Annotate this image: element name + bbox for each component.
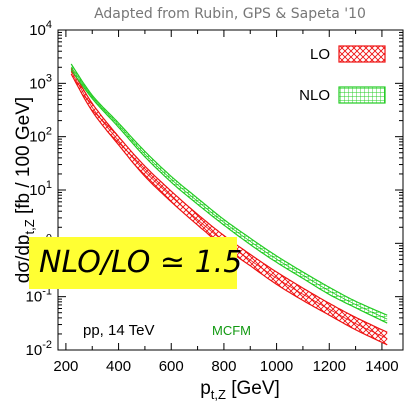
ratio-banner: NLO/LO ≃ 1.5	[29, 237, 242, 289]
series-bands	[70, 63, 388, 346]
x-tick-label: 800	[211, 358, 236, 375]
process-label: pp, 14 TeV	[83, 322, 154, 339]
y-tick-label: 10-2	[26, 339, 52, 359]
legend-label-lo: LO	[310, 46, 330, 63]
legend-swatch-lo	[338, 45, 386, 63]
legend-label-nlo: NLO	[299, 87, 330, 104]
y-tick-label: 104	[29, 19, 52, 39]
y-axis-title: dσ/dpt,Z [fb / 100 GeV]	[13, 97, 37, 283]
x-axis-title: pt,Z [GeV]	[200, 378, 280, 402]
y-tick-label: 102	[29, 126, 52, 146]
series-nlo	[70, 63, 388, 324]
x-tick-label: 1400	[365, 358, 398, 375]
series-lo	[70, 68, 388, 346]
x-tick-label: 400	[106, 358, 131, 375]
legend: LO NLO	[299, 45, 386, 104]
band-lower-nlo	[70, 69, 388, 324]
band-central-nlo	[70, 66, 388, 320]
band-lower-lo	[70, 73, 388, 346]
x-tick-label: 1000	[260, 358, 293, 375]
chart-credit: Adapted from Rubin, GPS & Sapeta '10	[94, 6, 366, 22]
x-tick-label: 600	[159, 358, 184, 375]
x-tick-label: 1200	[313, 358, 346, 375]
band-lo	[71, 68, 388, 345]
y-tick-label: 103	[29, 72, 52, 92]
y-tick-label: 10-1	[26, 286, 52, 306]
x-tick-label: 200	[53, 358, 78, 375]
generator-label: MCFM	[212, 323, 251, 338]
y-tick-label: 101	[29, 179, 52, 199]
band-upper-nlo	[70, 63, 388, 316]
y-axis: 10-210-1100101102103104	[26, 19, 403, 359]
band-upper-lo	[70, 68, 388, 333]
legend-swatch-nlo	[338, 86, 386, 104]
x-axis: 200 400 600 800 1000 1200 1400	[53, 30, 399, 375]
